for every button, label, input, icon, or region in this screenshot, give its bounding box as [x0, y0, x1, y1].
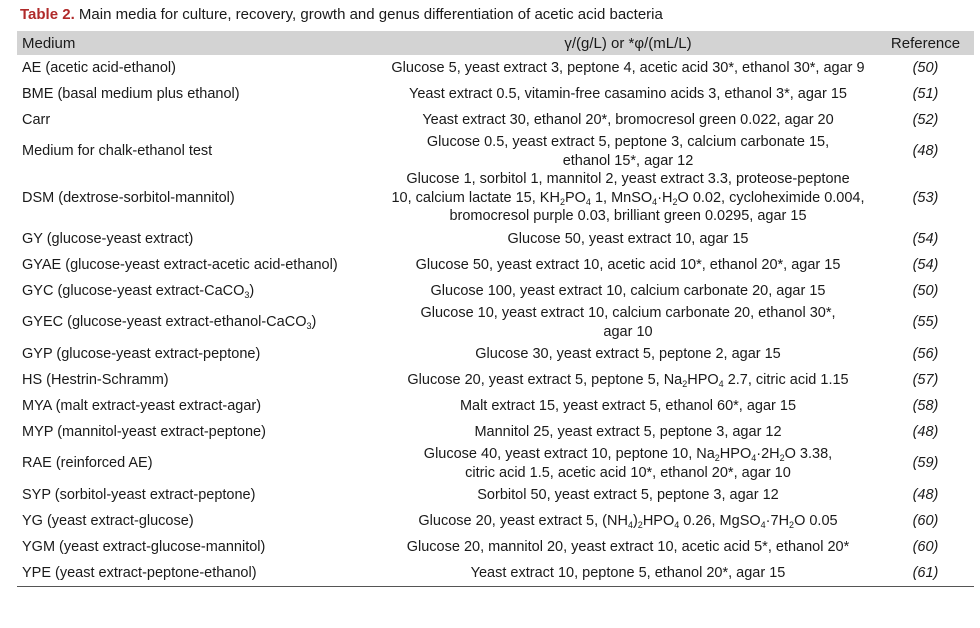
header-reference: Reference	[890, 34, 961, 52]
table-row: HS (Hestrin-Schramm) Glucose 20, yeast ex…	[17, 367, 974, 393]
table-row: RAE (reinforced AE) Glucose 40, yeast ext…	[17, 445, 974, 482]
cell-reference: (59)	[912, 455, 939, 472]
cell-composition: Glucose 50, yeast extract 10, agar 15	[507, 230, 749, 247]
table-row: BME (basal medium plus ethanol) Yeast ext…	[17, 81, 974, 107]
cell-reference: (58)	[912, 397, 939, 414]
table-row: MYP (mannitol-yeast extract-peptone) Mann…	[17, 419, 974, 445]
cell-reference: (54)	[912, 230, 939, 247]
cell-composition: Glucose 50, yeast extract 10, acetic aci…	[415, 256, 841, 273]
cell-reference: (60)	[912, 512, 939, 529]
cell-reference: (55)	[912, 314, 939, 331]
cell-composition: Yeast extract 0.5, vitamin-free casamino…	[409, 85, 847, 102]
cell-medium: GYAE (glucose-yeast extract-acetic acid-…	[22, 256, 338, 273]
cell-medium: YG (yeast extract-glucose)	[22, 512, 194, 529]
cell-composition: Glucose 5, yeast extract 3, peptone 4, a…	[391, 59, 865, 76]
cell-medium: MYP (mannitol-yeast extract-peptone)	[22, 423, 266, 440]
cell-medium: Carr	[22, 111, 51, 128]
cell-composition: Glucose 0.5, yeast extract 5, peptone 3,…	[426, 134, 830, 169]
cell-reference: (51)	[912, 85, 939, 102]
cell-reference: (60)	[912, 538, 939, 555]
header-medium: Medium	[22, 34, 76, 52]
cell-medium: AE (acetic acid-ethanol)	[22, 59, 176, 76]
cell-medium: GY (glucose-yeast extract)	[22, 230, 194, 247]
table-row: GYAE (glucose-yeast extract-acetic acid-…	[17, 252, 974, 278]
table-row: Carr Yeast extract 30, ethanol 20*, bromo…	[17, 107, 974, 133]
cell-composition: Mannitol 25, yeast extract 5, peptone 3,…	[474, 423, 782, 440]
table-row: SYP (sorbitol-yeast extract-peptone) Sorb…	[17, 482, 974, 508]
table-label: Table 2.	[20, 6, 75, 23]
cell-medium: GYP (glucose-yeast extract-peptone)	[22, 345, 261, 362]
cell-medium: MYA (malt extract-yeast extract-agar)	[22, 397, 262, 414]
cell-reference: (48)	[912, 423, 939, 440]
cell-composition: Yeast extract 30, ethanol 20*, bromocres…	[422, 111, 834, 128]
cell-medium: YPE (yeast extract-peptone-ethanol)	[22, 564, 257, 581]
cell-composition: Sorbitol 50, yeast extract 5, peptone 3,…	[477, 486, 779, 503]
cell-composition: Glucose 10, yeast extract 10, calcium ca…	[420, 305, 836, 340]
table-caption: Table 2. Main media for culture, recover…	[20, 5, 663, 25]
cell-medium: Medium for chalk-ethanol test	[22, 143, 213, 160]
table-row: AE (acetic acid-ethanol) Glucose 5, yeast…	[17, 55, 974, 81]
cell-composition: Glucose 100, yeast extract 10, calcium c…	[430, 282, 826, 299]
cell-composition: Yeast extract 10, peptone 5, ethanol 20*…	[470, 564, 786, 581]
cell-composition: Glucose 30, yeast extract 5, peptone 2, …	[475, 345, 781, 362]
media-table: Medium γ/(g/L) or *φ/(mL/L) Reference AE…	[17, 31, 974, 587]
table-title: Main media for culture, recovery, growth…	[78, 6, 663, 23]
cell-medium: DSM (dextrose-sorbitol-mannitol)	[22, 189, 235, 206]
table-row: GYC (glucose-yeast extract-CaCO3) Glucose…	[17, 278, 974, 304]
table-row: YG (yeast extract-glucose) Glucose 20, ye…	[17, 508, 974, 534]
cell-medium: GYC (glucose-yeast extract-CaCO3)	[22, 282, 255, 300]
cell-composition: Glucose 20, mannitol 20, yeast extract 1…	[406, 538, 850, 555]
cell-composition: Glucose 20, yeast extract 5, peptone 5, …	[407, 371, 849, 389]
cell-composition: Glucose 1, sorbitol 1, mannitol 2, yeast…	[391, 171, 865, 225]
cell-medium: RAE (reinforced AE)	[22, 455, 153, 472]
table-row: DSM (dextrose-sorbitol-mannitol) Glucose …	[17, 170, 974, 226]
cell-medium: YGM (yeast extract-glucose-mannitol)	[22, 538, 266, 555]
table-row: YGM (yeast extract-glucose-mannitol) Gluc…	[17, 534, 974, 560]
cell-reference: (48)	[912, 143, 939, 160]
cell-medium: SYP (sorbitol-yeast extract-peptone)	[22, 486, 256, 503]
table-row: GYP (glucose-yeast extract-peptone) Gluco…	[17, 341, 974, 367]
table-row: Medium for chalk-ethanol test Glucose 0.5…	[17, 133, 974, 170]
cell-reference: (57)	[912, 371, 939, 388]
cell-reference: (50)	[912, 59, 939, 76]
cell-reference: (54)	[912, 256, 939, 273]
table-header-row: Medium γ/(g/L) or *φ/(mL/L) Reference	[17, 31, 974, 55]
cell-composition: Malt extract 15, yeast extract 5, ethano…	[459, 397, 797, 414]
cell-medium: GYEC (glucose-yeast extract-ethanol-CaCO…	[22, 314, 317, 332]
cell-medium: BME (basal medium plus ethanol)	[22, 85, 240, 102]
cell-reference: (61)	[912, 564, 939, 581]
table-row: MYA (malt extract-yeast extract-agar) Mal…	[17, 393, 974, 419]
cell-reference: (48)	[912, 486, 939, 503]
cell-reference: (56)	[912, 345, 939, 362]
cell-composition: Glucose 40, yeast extract 10, peptone 10…	[423, 446, 833, 481]
cell-reference: (53)	[912, 189, 939, 206]
cell-medium: HS (Hestrin-Schramm)	[22, 371, 169, 388]
cell-reference: (52)	[912, 111, 939, 128]
cell-reference: (50)	[912, 282, 939, 299]
table-row: GYEC (glucose-yeast extract-ethanol-CaCO…	[17, 304, 974, 341]
header-composition: γ/(g/L) or *φ/(mL/L)	[564, 34, 692, 52]
table-row: GY (glucose-yeast extract) Glucose 50, ye…	[17, 226, 974, 252]
table-row: YPE (yeast extract-peptone-ethanol) Yeast…	[17, 560, 974, 586]
cell-composition: Glucose 20, yeast extract 5, (NH4)2HPO4 …	[418, 512, 838, 530]
